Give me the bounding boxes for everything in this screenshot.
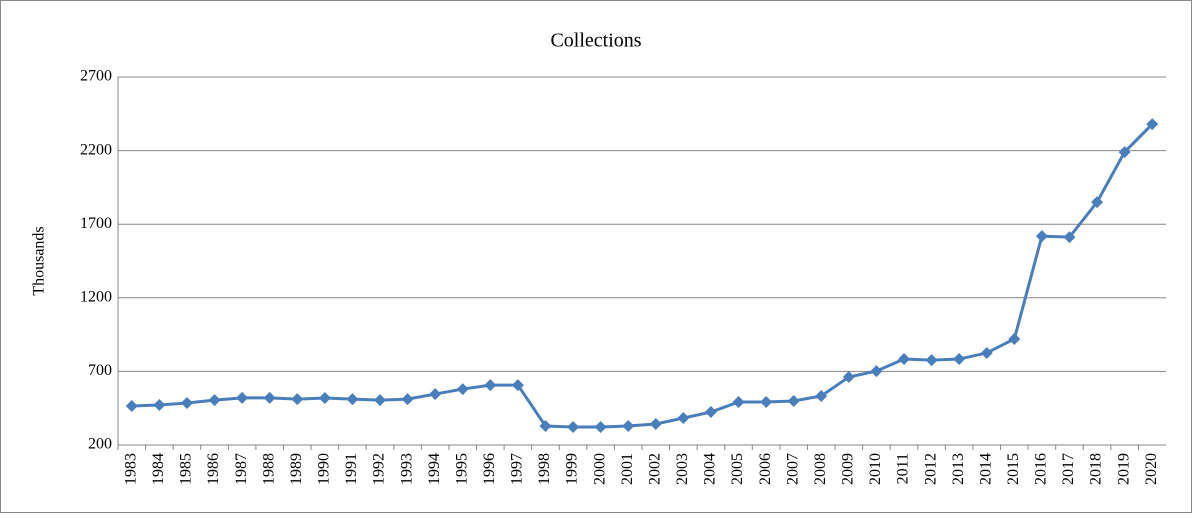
x-tick-label: 2011: [895, 453, 912, 484]
marker: [1008, 333, 1021, 346]
x-tick-label: 1993: [398, 453, 415, 485]
marker: [456, 383, 469, 396]
marker: [539, 420, 552, 433]
x-tick-label: 1992: [371, 453, 388, 485]
chart-title: Collections: [550, 30, 641, 52]
marker: [1063, 231, 1076, 244]
x-tick-label: 2017: [1060, 453, 1077, 485]
marker: [180, 397, 193, 410]
marker: [1035, 230, 1048, 243]
x-tick-label: 2014: [977, 453, 994, 485]
marker: [125, 399, 138, 412]
x-tick-label: 1985: [178, 453, 195, 485]
x-tick-label: 2018: [1088, 453, 1105, 485]
x-tick-label: 1996: [481, 453, 498, 485]
marker: [484, 379, 497, 392]
marker: [594, 421, 607, 434]
x-tick-label: 1989: [288, 453, 305, 485]
y-tick-label: 2700: [80, 68, 112, 85]
x-tick-label: 2000: [591, 453, 608, 485]
x-tick-label: 2009: [840, 453, 857, 485]
x-tick-label: 1994: [426, 453, 443, 485]
x-tick-label: 1995: [453, 453, 470, 485]
marker: [677, 412, 690, 425]
marker: [732, 396, 745, 409]
marker: [842, 370, 855, 383]
x-tick-label: 1999: [564, 453, 581, 485]
x-tick-label: 2012: [922, 453, 939, 485]
y-tick-label: 1700: [80, 215, 112, 232]
x-tick-label: 1983: [122, 453, 139, 485]
y-tick-label: 2200: [80, 141, 112, 158]
marker: [567, 421, 580, 434]
y-tick-label: 700: [88, 362, 112, 379]
marker: [622, 420, 635, 433]
x-tick-label: 2007: [784, 453, 801, 485]
marker: [1146, 118, 1159, 131]
marker: [980, 347, 993, 359]
x-tick-label: 2006: [757, 453, 774, 485]
x-tick-label: 2013: [950, 453, 967, 485]
marker: [236, 391, 249, 404]
x-tick-label: 1990: [316, 453, 333, 485]
x-tick-label: 1987: [233, 453, 250, 485]
x-tick-label: 2001: [619, 453, 636, 485]
y-tick-label: 1200: [80, 288, 112, 305]
x-tick-label: 2005: [729, 453, 746, 485]
x-tick-label: 2002: [646, 453, 663, 485]
x-tick-label: 2004: [702, 453, 719, 485]
marker: [153, 398, 166, 411]
x-tick-label: 2019: [1115, 453, 1132, 485]
marker: [760, 396, 773, 409]
marker: [898, 353, 910, 366]
x-tick-label: 1991: [343, 453, 360, 485]
x-tick-label: 2003: [674, 453, 691, 485]
marker: [704, 406, 717, 419]
marker: [953, 353, 966, 366]
marker: [263, 391, 276, 404]
x-tick-label: 2020: [1143, 453, 1160, 485]
marker: [374, 394, 386, 407]
x-tick-label: 1997: [509, 453, 526, 485]
x-tick-label: 2008: [812, 453, 829, 485]
marker: [1118, 146, 1131, 159]
y-tick-label: 200: [88, 436, 112, 453]
marker: [429, 388, 442, 401]
marker: [318, 392, 331, 405]
x-tick-label: 1988: [260, 453, 277, 485]
marker: [401, 393, 414, 406]
marker: [208, 394, 221, 407]
marker: [346, 393, 359, 406]
marker: [511, 379, 524, 392]
marker: [649, 417, 662, 430]
x-tick-label: 1984: [150, 453, 167, 485]
marker: [870, 365, 883, 378]
marker: [815, 389, 828, 402]
x-tick-label: 2015: [1005, 453, 1022, 485]
marker: [1091, 196, 1104, 209]
marker: [925, 354, 938, 367]
marker: [291, 393, 304, 406]
marker: [787, 394, 800, 407]
y-axis-label: Thousands: [31, 226, 48, 295]
x-tick-label: 2016: [1033, 453, 1050, 485]
x-tick-label: 1986: [205, 453, 222, 485]
x-tick-label: 1998: [536, 453, 553, 485]
x-tick-label: 2010: [867, 453, 884, 485]
